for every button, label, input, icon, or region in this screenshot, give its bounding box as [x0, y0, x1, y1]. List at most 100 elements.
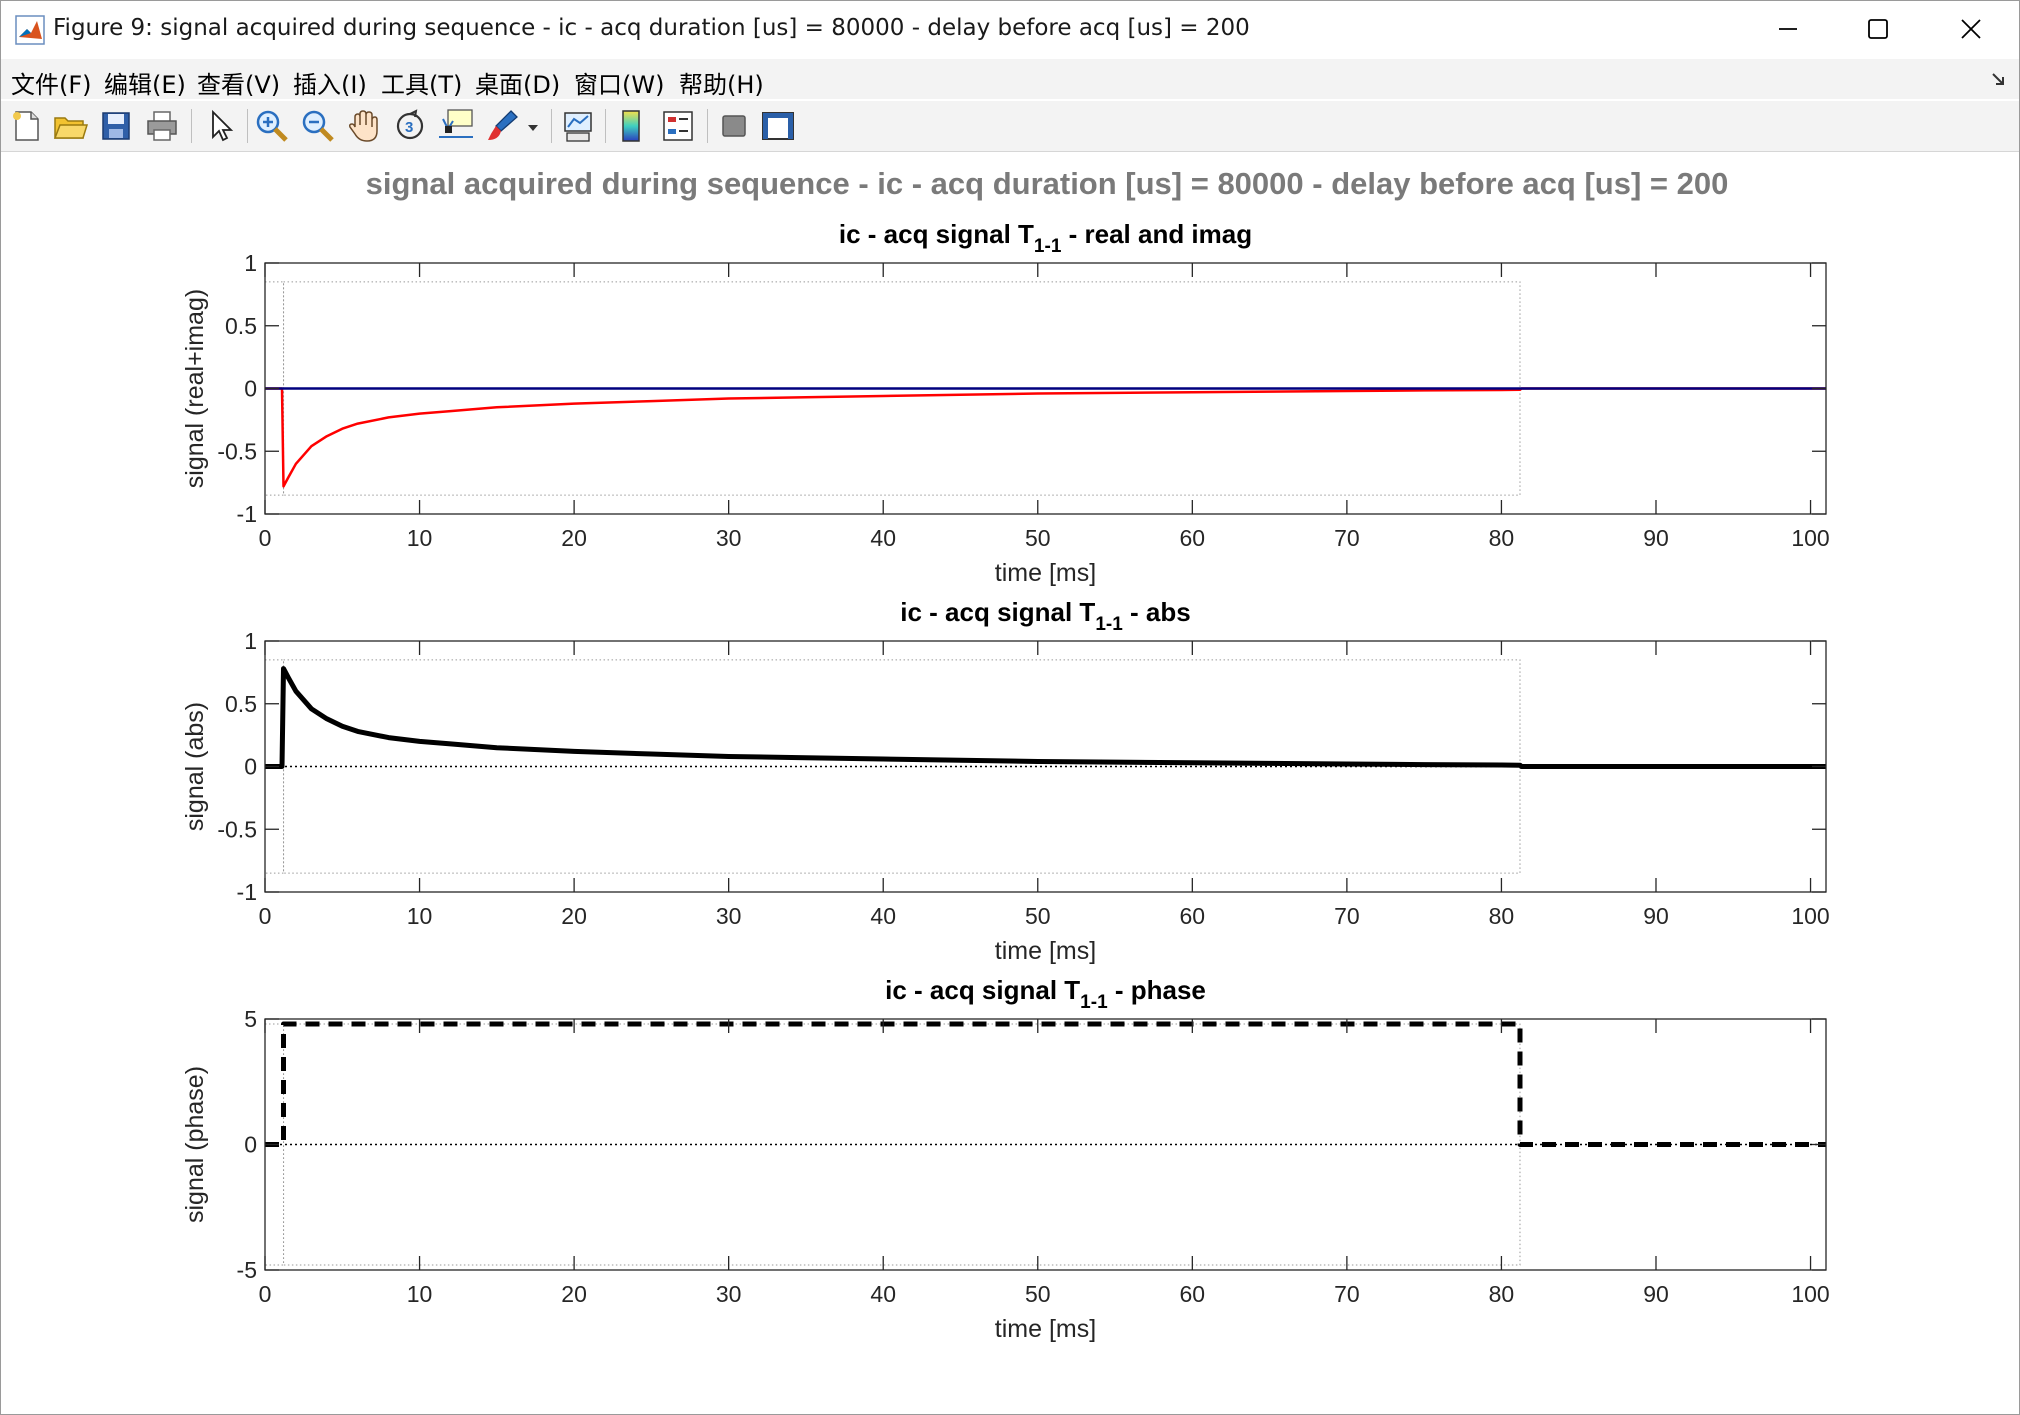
x-tick-label: 0	[259, 525, 272, 551]
y-tick-label: -0.5	[217, 816, 257, 842]
x-tick-label: 50	[1025, 903, 1051, 929]
x-tick-label: 70	[1334, 903, 1360, 929]
x-tick-label: 60	[1180, 1281, 1206, 1307]
y-tick-label: 0	[244, 376, 257, 402]
x-axis-label: time [ms]	[995, 937, 1096, 965]
link-plot-icon[interactable]	[559, 107, 597, 145]
x-tick-label: 10	[407, 525, 433, 551]
toolbar-separator	[551, 109, 552, 143]
zoom-in-icon[interactable]	[253, 107, 291, 145]
toolbar-separator	[247, 109, 248, 143]
menu-desktop[interactable]: 桌面(D)	[475, 71, 561, 99]
menu-view[interactable]: 查看(V)	[197, 71, 281, 99]
figure-toolbar: 3	[1, 101, 2019, 152]
rotate-3d-icon[interactable]: 3	[391, 107, 429, 145]
y-axis-label: signal (real+imag)	[181, 289, 209, 488]
minimize-button[interactable]	[1743, 1, 1833, 57]
x-tick-label: 30	[716, 1281, 742, 1307]
toolbar-separator	[707, 109, 708, 143]
y-axis-label: signal (phase)	[181, 1066, 209, 1223]
maximize-button[interactable]	[1833, 1, 1923, 57]
x-tick-label: 50	[1025, 525, 1051, 551]
svg-text:3: 3	[405, 119, 413, 136]
matlab-logo-icon	[15, 15, 45, 45]
figure-canvas[interactable]: signal acquired during sequence - ic - a…	[1, 152, 2019, 1414]
figure-suptitle: signal acquired during sequence - ic - a…	[366, 166, 1729, 201]
menu-window[interactable]: 窗口(W)	[574, 71, 665, 99]
y-tick-label: 0.5	[225, 691, 257, 717]
y-tick-label: -0.5	[217, 438, 257, 464]
close-button[interactable]	[1926, 1, 2016, 57]
y-tick-label: -5	[237, 1257, 257, 1283]
new-figure-icon[interactable]	[7, 107, 45, 145]
x-tick-label: 0	[259, 1281, 272, 1307]
menu-tools[interactable]: 工具(T)	[381, 71, 463, 99]
y-tick-label: 0	[244, 754, 257, 780]
window-title: Figure 9: signal acquired during sequenc…	[53, 15, 1250, 41]
data-cursor-icon[interactable]	[437, 107, 475, 145]
y-tick-label: 1	[244, 628, 257, 654]
menu-bar: 文件(F) 编辑(E) 查看(V) 插入(I) 工具(T) 桌面(D) 窗口(W…	[1, 59, 2019, 99]
x-axis-label: time [ms]	[995, 1315, 1096, 1343]
save-icon[interactable]	[97, 107, 135, 145]
x-tick-label: 70	[1334, 1281, 1360, 1307]
open-file-icon[interactable]	[51, 107, 89, 145]
series-line-1	[265, 666, 1826, 769]
x-tick-label: 100	[1791, 1281, 1829, 1307]
x-tick-label: 50	[1025, 1281, 1051, 1307]
x-tick-label: 10	[407, 903, 433, 929]
brush-icon[interactable]	[483, 107, 521, 145]
subplot-title: ic - acq signal T1-1 - abs	[900, 597, 1190, 635]
title-bar[interactable]: Figure 9: signal acquired during sequenc…	[1, 1, 2019, 57]
x-tick-label: 20	[561, 903, 587, 929]
x-tick-label: 10	[407, 1281, 433, 1307]
menu-file[interactable]: 文件(F)	[11, 71, 92, 99]
brush-dropdown-icon[interactable]	[523, 107, 543, 145]
hide-plot-tools-icon[interactable]	[715, 107, 753, 145]
edit-plot-pointer-icon[interactable]	[201, 107, 239, 145]
zoom-out-icon[interactable]	[299, 107, 337, 145]
toolbar-separator	[191, 109, 192, 143]
insert-legend-icon[interactable]	[659, 107, 697, 145]
menu-edit[interactable]: 编辑(E)	[104, 71, 186, 99]
x-tick-label: 80	[1489, 525, 1515, 551]
insert-colorbar-icon[interactable]	[613, 107, 651, 145]
pan-hand-icon[interactable]	[345, 107, 383, 145]
show-plot-tools-icon[interactable]	[759, 107, 797, 145]
x-tick-label: 40	[870, 903, 896, 929]
x-axis-label: time [ms]	[995, 559, 1096, 587]
maximize-icon	[1868, 19, 1888, 39]
y-tick-label: -1	[237, 501, 257, 527]
x-tick-label: 60	[1180, 525, 1206, 551]
toolbar-separator	[605, 109, 606, 143]
minimize-icon	[1779, 28, 1797, 30]
y-tick-label: 5	[244, 1006, 257, 1032]
x-tick-label: 60	[1180, 903, 1206, 929]
series-line-1	[265, 387, 1826, 488]
x-tick-label: 30	[716, 525, 742, 551]
y-tick-label: 0	[244, 1132, 257, 1158]
x-tick-label: 100	[1791, 903, 1829, 929]
figure-plots: signal acquired during sequence - ic - a…	[181, 166, 1830, 1343]
y-tick-label: 0.5	[225, 313, 257, 339]
subplot-title: ic - acq signal T1-1 - phase	[885, 975, 1206, 1013]
y-axis-label: signal (abs)	[181, 702, 209, 831]
menu-insert[interactable]: 插入(I)	[293, 71, 367, 99]
dock-arrow-icon[interactable]	[1989, 69, 2009, 89]
x-tick-label: 80	[1489, 903, 1515, 929]
close-icon	[1961, 19, 1981, 39]
x-tick-label: 20	[561, 525, 587, 551]
x-tick-label: 20	[561, 1281, 587, 1307]
subplot-1: 0 10 20 30 40 50 60 70 80 90 100 -1 -0.5 0 0.5 1 time [m…	[181, 219, 1830, 587]
x-tick-label: 70	[1334, 525, 1360, 551]
x-tick-label: 90	[1643, 525, 1669, 551]
y-tick-label: -1	[237, 879, 257, 905]
x-tick-label: 90	[1643, 903, 1669, 929]
x-tick-label: 40	[870, 525, 896, 551]
x-tick-label: 0	[259, 903, 272, 929]
print-icon[interactable]	[143, 107, 181, 145]
menu-help[interactable]: 帮助(H)	[679, 71, 764, 99]
